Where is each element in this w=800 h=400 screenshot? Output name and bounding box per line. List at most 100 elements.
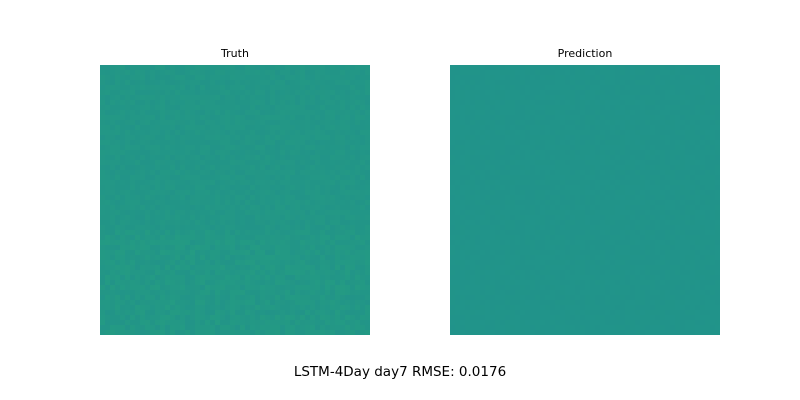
heatmap-cell <box>320 165 326 171</box>
heatmap-cell <box>155 325 161 331</box>
heatmap-cell <box>220 175 226 181</box>
heatmap-cell <box>255 190 261 196</box>
heatmap-cell <box>670 165 676 171</box>
heatmap-cell <box>545 80 551 86</box>
heatmap-cell <box>625 225 631 231</box>
heatmap-cell <box>635 195 641 201</box>
heatmap-cell <box>555 65 561 71</box>
heatmap-cell <box>255 115 261 121</box>
heatmap-cell <box>710 135 716 141</box>
heatmap-cell <box>630 240 636 246</box>
heatmap-cell <box>590 160 596 166</box>
heatmap-cell <box>625 230 631 236</box>
heatmap-cell <box>260 130 266 136</box>
heatmap-cell <box>580 125 586 131</box>
heatmap-cell <box>165 205 171 211</box>
heatmap-cell <box>125 330 131 335</box>
heatmap-cell <box>345 195 351 201</box>
heatmap-cell <box>500 195 506 201</box>
heatmap-cell <box>140 175 146 181</box>
heatmap-cell <box>485 225 491 231</box>
heatmap-cell <box>190 80 196 86</box>
heatmap-cell <box>110 180 116 186</box>
heatmap-cell <box>620 190 626 196</box>
heatmap-cell <box>320 280 326 286</box>
heatmap-cell <box>140 185 146 191</box>
heatmap-cell <box>485 75 491 81</box>
heatmap-cell <box>365 165 370 171</box>
heatmap-cell <box>600 100 606 106</box>
heatmap-cell <box>145 185 151 191</box>
heatmap-cell <box>685 95 691 101</box>
heatmap-cell <box>505 140 511 146</box>
heatmap-cell <box>495 65 501 71</box>
heatmap-cell <box>285 70 291 76</box>
heatmap-cell <box>245 170 251 176</box>
heatmap-cell <box>680 155 686 161</box>
heatmap-cell <box>650 130 656 136</box>
heatmap-cell <box>130 120 136 126</box>
heatmap-cell <box>495 110 501 116</box>
heatmap-cell <box>325 285 331 291</box>
heatmap-cell <box>245 240 251 246</box>
heatmap-cell <box>665 180 671 186</box>
heatmap-cell <box>310 330 316 335</box>
heatmap-cell <box>195 80 201 86</box>
heatmap-cell <box>630 75 636 81</box>
heatmap-cell <box>620 105 626 111</box>
heatmap-cell <box>235 170 241 176</box>
heatmap-cell <box>220 265 226 271</box>
heatmap-cell <box>250 275 256 281</box>
heatmap-cell <box>515 80 521 86</box>
heatmap-cell <box>130 170 136 176</box>
heatmap-cell <box>190 260 196 266</box>
heatmap-cell <box>455 175 461 181</box>
heatmap-cell <box>615 220 621 226</box>
heatmap-cell <box>120 315 126 321</box>
heatmap-cell <box>570 145 576 151</box>
heatmap-cell <box>545 185 551 191</box>
heatmap-cell <box>260 90 266 96</box>
heatmap-cell <box>220 85 226 91</box>
heatmap-cell <box>540 85 546 91</box>
heatmap-cell <box>100 185 106 191</box>
heatmap-cell <box>270 130 276 136</box>
heatmap-cell <box>590 200 596 206</box>
heatmap-cell <box>135 265 141 271</box>
heatmap-cell <box>260 325 266 331</box>
heatmap-cell <box>180 310 186 316</box>
heatmap-cell <box>255 230 261 236</box>
heatmap-cell <box>250 305 256 311</box>
heatmap-cell <box>210 305 216 311</box>
heatmap-cell <box>335 280 341 286</box>
heatmap-cell <box>710 90 716 96</box>
heatmap-cell <box>105 245 111 251</box>
heatmap-cell <box>610 115 616 121</box>
heatmap-cell <box>155 310 161 316</box>
heatmap-cell <box>160 290 166 296</box>
heatmap-cell <box>485 140 491 146</box>
heatmap-cell <box>655 170 661 176</box>
heatmap-cell <box>560 255 566 261</box>
heatmap-cell <box>290 135 296 141</box>
heatmap-cell <box>630 195 636 201</box>
heatmap-cell <box>140 190 146 196</box>
heatmap-cell <box>315 100 321 106</box>
heatmap-cell <box>280 300 286 306</box>
heatmap-cell <box>530 230 536 236</box>
heatmap-cell <box>275 90 281 96</box>
heatmap-cell <box>480 235 486 241</box>
heatmap-cell <box>150 275 156 281</box>
heatmap-cell <box>295 265 301 271</box>
heatmap-cell <box>545 180 551 186</box>
heatmap-cell <box>365 195 370 201</box>
heatmap-cell <box>170 125 176 131</box>
heatmap-cell <box>635 160 641 166</box>
heatmap-cell <box>340 270 346 276</box>
heatmap-cell <box>485 200 491 206</box>
heatmap-cell <box>480 110 486 116</box>
heatmap-cell <box>635 65 641 71</box>
heatmap-cell <box>245 250 251 256</box>
heatmap-cell <box>280 130 286 136</box>
heatmap-cell <box>495 85 501 91</box>
